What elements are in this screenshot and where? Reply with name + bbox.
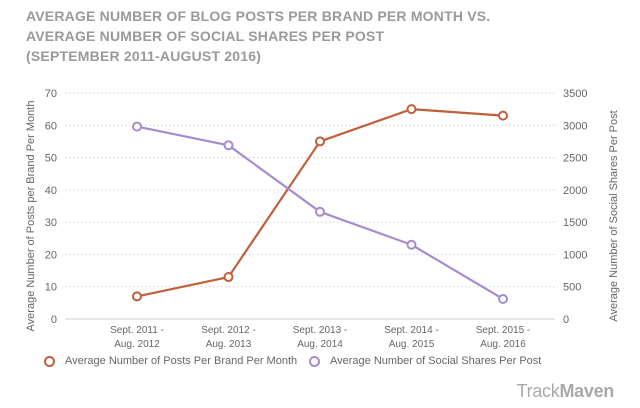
x-tick-label: Sept. 2013 - bbox=[293, 325, 347, 336]
y-right-axis-title: Average Number of Social Shares Per Post bbox=[608, 110, 620, 321]
trackmaven-logo: TrackMaven bbox=[516, 381, 615, 402]
data-point-shares bbox=[223, 140, 234, 151]
y-right-tick-label: 3500 bbox=[563, 88, 587, 100]
y-right-tick-label: 1000 bbox=[563, 249, 587, 261]
legend-label-posts: Average Number of Posts Per Brand Per Mo… bbox=[65, 355, 298, 367]
brand-part-1: Track bbox=[516, 381, 560, 401]
x-tick-label: Sept. 2012 - bbox=[201, 325, 255, 336]
y-left-tick-label: 0 bbox=[51, 314, 57, 326]
legend-item-shares: Average Number of Social Shares Per Post bbox=[309, 355, 541, 367]
y-left-tick-label: 70 bbox=[45, 88, 57, 100]
y-left-tick-label: 50 bbox=[45, 153, 57, 165]
title-line-3: (SEPTEMBER 2011-AUGUST 2016) bbox=[26, 48, 262, 64]
y-left-tick-label: 10 bbox=[45, 282, 57, 294]
data-point-posts bbox=[132, 291, 142, 302]
y-left-tick-label: 20 bbox=[45, 249, 57, 261]
y-left-tick-label: 40 bbox=[45, 185, 57, 197]
data-point-posts bbox=[406, 104, 417, 115]
y-right-tick-label: 0 bbox=[563, 314, 569, 326]
data-point-posts bbox=[315, 136, 325, 147]
brand-part-2: Maven bbox=[559, 381, 614, 401]
y-right-tick-label: 3000 bbox=[563, 120, 587, 132]
x-tick-label: Aug. 2014 bbox=[297, 339, 343, 350]
title-line-1: AVERAGE NUMBER OF BLOG POSTS PER BRAND P… bbox=[26, 8, 491, 24]
data-point-shares bbox=[315, 206, 325, 217]
data-point-shares bbox=[406, 239, 417, 250]
y-left-axis-title: Average Number of Posts per Brand Per Mo… bbox=[25, 101, 37, 332]
chart-title: AVERAGE NUMBER OF BLOG POSTS PER BRAND P… bbox=[26, 6, 490, 66]
data-point-posts bbox=[498, 110, 508, 121]
legend-item-posts: Average Number of Posts Per Brand Per Mo… bbox=[44, 355, 297, 367]
legend-swatch-shares bbox=[309, 355, 320, 367]
x-tick-label: Sept. 2014 - bbox=[384, 325, 438, 336]
y-right-tick-label: 2000 bbox=[563, 185, 587, 197]
data-point-shares bbox=[498, 293, 508, 304]
data-point-shares bbox=[132, 121, 142, 132]
legend-label-shares: Average Number of Social Shares Per Post bbox=[330, 355, 542, 367]
y-left-tick-label: 60 bbox=[45, 120, 57, 132]
y-left-tick-label: 30 bbox=[45, 217, 57, 229]
x-tick-label: Aug. 2013 bbox=[206, 339, 252, 350]
x-tick-label: Aug. 2016 bbox=[480, 339, 526, 350]
data-point-posts bbox=[223, 272, 234, 283]
x-tick-label: Sept. 2015 - bbox=[476, 325, 530, 336]
legend-swatch-posts bbox=[44, 355, 55, 367]
y-right-tick-label: 1500 bbox=[563, 217, 587, 229]
x-tick-label: Aug. 2015 bbox=[389, 339, 435, 350]
y-right-tick-label: 500 bbox=[563, 282, 581, 294]
y-right-tick-label: 2500 bbox=[563, 153, 587, 165]
x-tick-label: Aug. 2012 bbox=[114, 339, 160, 350]
title-line-2: AVERAGE NUMBER OF SOCIAL SHARES PER POST bbox=[26, 28, 385, 44]
x-tick-label: Sept. 2011 - bbox=[110, 325, 164, 336]
